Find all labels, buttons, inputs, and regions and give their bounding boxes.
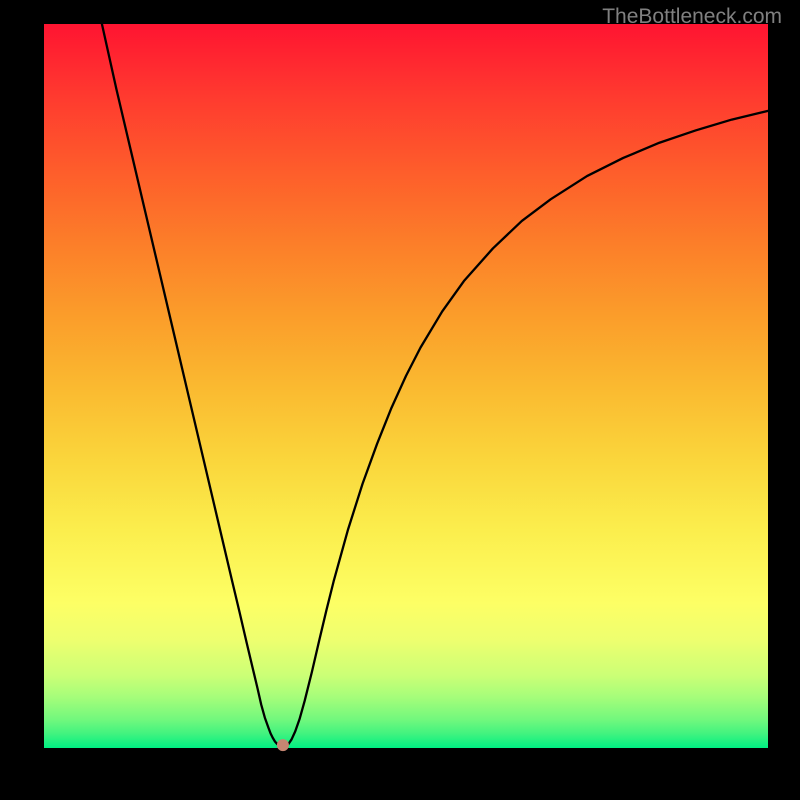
watermark-text: TheBottleneck.com <box>602 5 782 29</box>
chart-container: { "watermark": { "text": "TheBottleneck.… <box>0 0 800 800</box>
minimum-marker <box>277 739 289 751</box>
plot-background <box>44 24 768 748</box>
bottleneck-chart <box>0 0 800 800</box>
